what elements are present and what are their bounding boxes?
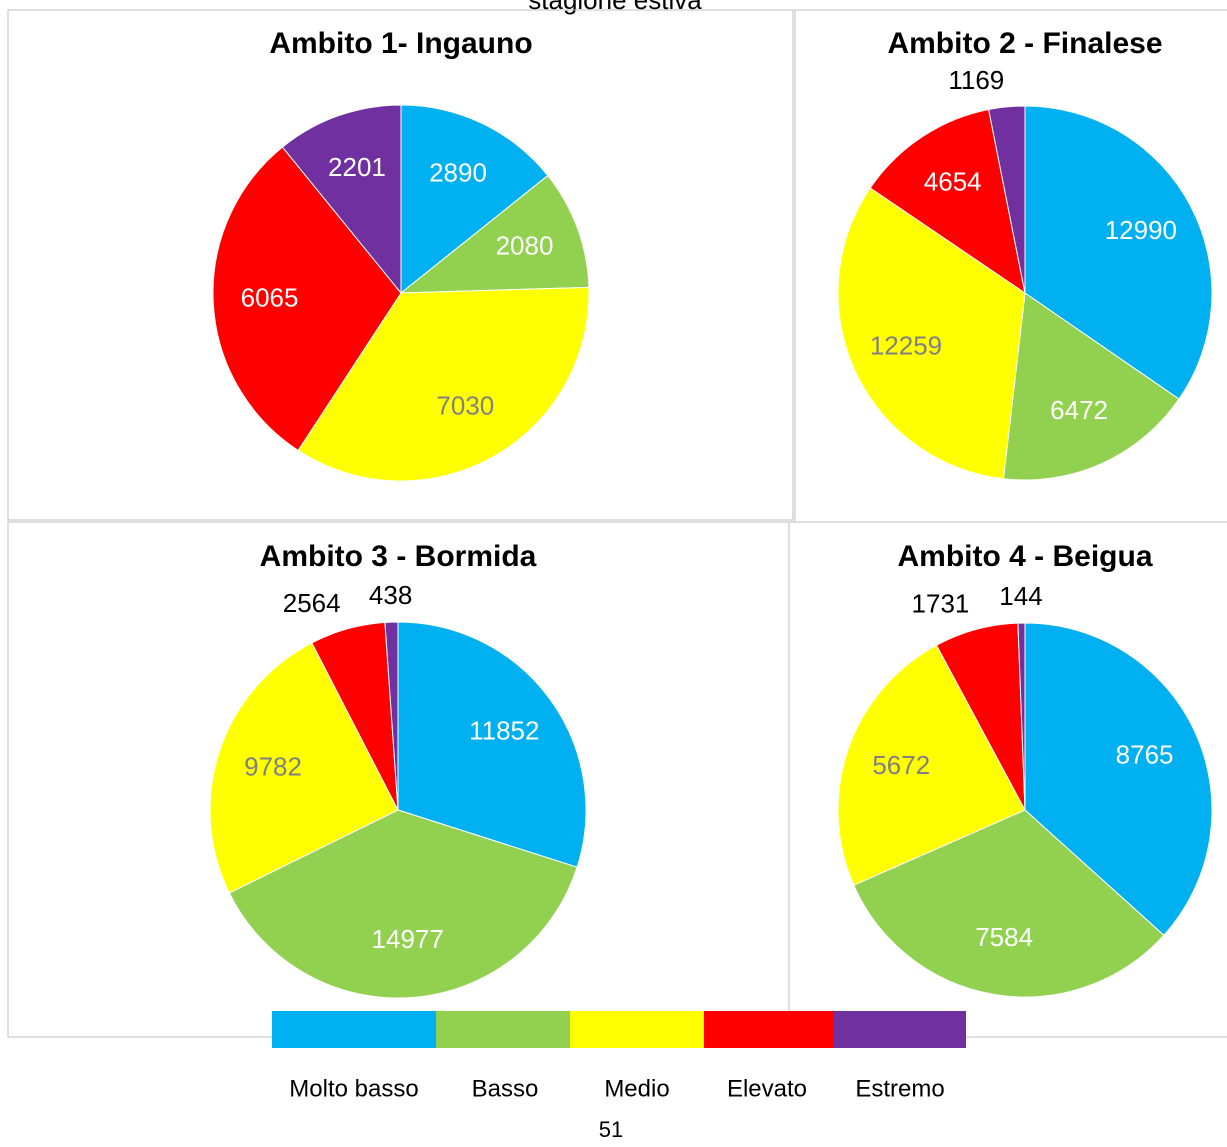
chart-title: Ambito 1- Ingauno <box>269 27 532 60</box>
data-label: 144 <box>999 581 1042 611</box>
pie-slice <box>837 187 1026 480</box>
pie-slice <box>399 174 590 294</box>
chart-frame <box>788 521 1227 1038</box>
data-label: 6065 <box>241 283 299 313</box>
legend-label: Molto basso <box>289 1075 418 1102</box>
legend-swatch <box>570 1011 704 1048</box>
data-label: 438 <box>369 580 412 610</box>
chart-title: Ambito 4 - Beigua <box>897 540 1152 573</box>
pie-slice <box>384 621 399 811</box>
pie-slice <box>1002 292 1180 481</box>
legend: Molto basso Basso Medio Elevato Estremo <box>272 1011 966 1102</box>
pie-slice <box>228 809 578 999</box>
chart-frame <box>7 9 794 521</box>
data-label: 8765 <box>1116 740 1174 770</box>
pie-slice <box>209 642 399 894</box>
data-label: 12259 <box>870 330 942 360</box>
data-label: 7584 <box>975 922 1033 952</box>
data-label: 6472 <box>1050 395 1108 425</box>
legend-swatch <box>272 1011 436 1048</box>
data-label: 5672 <box>872 750 930 780</box>
pie-slice <box>837 644 1026 886</box>
legend-label: Medio <box>604 1075 669 1102</box>
pie-slice <box>869 108 1026 295</box>
pie-slice <box>212 146 402 452</box>
data-label: 14977 <box>372 924 444 954</box>
data-label: 4654 <box>924 167 982 197</box>
pie-slice <box>1024 105 1213 400</box>
legend-label: Estremo <box>855 1075 944 1102</box>
pie-slice <box>397 621 587 868</box>
data-label: 2890 <box>429 157 487 187</box>
data-label: 1731 <box>912 588 970 618</box>
pie-slice <box>1024 622 1213 936</box>
data-label: 12990 <box>1105 215 1177 245</box>
header: stagione estiva <box>528 0 702 15</box>
data-label: 2201 <box>328 152 386 182</box>
data-label: 9782 <box>244 752 302 782</box>
data-label: 7030 <box>436 391 494 421</box>
legend-label: Basso <box>472 1075 539 1102</box>
data-label: 2080 <box>496 230 554 260</box>
chart-title: Ambito 3 - Bormida <box>260 540 537 573</box>
pie-slice <box>1017 622 1026 811</box>
data-label: 11852 <box>469 715 539 745</box>
legend-label: Elevato <box>727 1075 807 1102</box>
pie-slice <box>297 286 590 482</box>
data-label: 1169 <box>948 65 1004 95</box>
legend-swatch <box>704 1011 834 1048</box>
legend-swatch <box>436 1011 570 1048</box>
pie-slice <box>853 809 1165 998</box>
data-label: 2564 <box>283 588 341 618</box>
chart-title: Ambito 2 - Finalese <box>887 27 1162 60</box>
page-number: 51 <box>599 1117 623 1142</box>
pie-slice <box>988 105 1026 294</box>
legend-swatch <box>834 1011 966 1048</box>
pie-slice <box>281 104 402 295</box>
pie-slice <box>400 104 549 295</box>
